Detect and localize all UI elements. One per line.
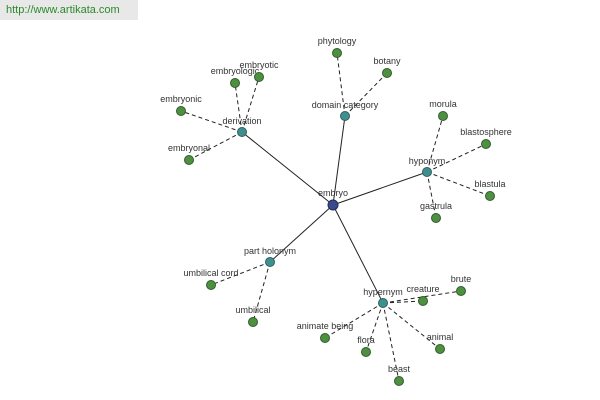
- relation-label: hypernym: [363, 287, 403, 297]
- term-node: [184, 155, 194, 165]
- term-label: blastula: [474, 179, 505, 189]
- term-node: [435, 344, 445, 354]
- edge: [332, 171, 428, 206]
- term-node: [320, 333, 330, 343]
- term-label: beast: [388, 364, 411, 374]
- term-node: [431, 213, 441, 223]
- dashed-edge: [241, 76, 260, 133]
- term-label: blastosphere: [460, 127, 512, 137]
- dashed-edge: [382, 302, 400, 382]
- term-label: animal: [427, 332, 454, 342]
- term-node: [206, 280, 216, 290]
- term-label: phytology: [318, 36, 357, 46]
- dashed-edge: [426, 115, 444, 173]
- dashed-edge: [210, 261, 271, 286]
- term-node: [254, 72, 264, 82]
- term-node: [394, 376, 404, 386]
- dashed-edge: [180, 110, 243, 133]
- term-label: morula: [429, 99, 457, 109]
- term-label: umbilical cord: [183, 268, 238, 278]
- term-label: embryologic: [211, 66, 260, 76]
- term-node: [176, 106, 186, 116]
- edges: [180, 52, 491, 382]
- relation-node: [265, 257, 275, 267]
- term-node: [481, 139, 491, 149]
- dashed-edge: [252, 261, 271, 323]
- dashed-edge: [324, 302, 384, 339]
- term-label: animate being: [297, 321, 354, 331]
- term-node: [418, 296, 428, 306]
- center-label: embryo: [318, 188, 348, 198]
- relation-node: [237, 127, 247, 137]
- dashed-edge: [344, 72, 388, 117]
- dashed-edge: [426, 171, 491, 197]
- relation-node: [378, 298, 388, 308]
- dashed-edge: [382, 290, 462, 304]
- center-node: [327, 199, 339, 211]
- relation-node: [422, 167, 432, 177]
- edge: [269, 204, 334, 263]
- dashed-edge: [426, 143, 487, 173]
- term-label: creature: [406, 284, 439, 294]
- term-label: embryotic: [239, 60, 279, 70]
- dashed-edge: [365, 302, 384, 353]
- term-label: flora: [357, 335, 375, 345]
- term-node: [361, 347, 371, 357]
- term-label: botany: [373, 56, 401, 66]
- dashed-edge: [234, 82, 243, 133]
- term-node: [248, 317, 258, 327]
- term-node: [485, 191, 495, 201]
- dashed-edge: [382, 302, 441, 350]
- term-label: embryonal: [168, 143, 210, 153]
- term-label: gastrula: [420, 201, 452, 211]
- term-label: umbilical: [235, 305, 270, 315]
- edge: [241, 131, 334, 206]
- relation-label: derivation: [222, 116, 261, 126]
- dashed-edge: [188, 131, 243, 161]
- relation-label: part holonym: [244, 246, 296, 256]
- watermark: http://www.artikata.com: [0, 0, 138, 20]
- dashed-edge: [382, 300, 424, 304]
- term-node: [230, 78, 240, 88]
- dashed-edge: [336, 52, 346, 117]
- edge: [332, 115, 346, 206]
- term-node: [456, 286, 466, 296]
- relation-label: domain category: [312, 100, 379, 110]
- term-node: [332, 48, 342, 58]
- term-label: embryonic: [160, 94, 202, 104]
- relation-label: hyponym: [409, 156, 446, 166]
- relation-node: [340, 111, 350, 121]
- edge: [332, 204, 384, 304]
- dashed-edge: [426, 171, 437, 219]
- term-node: [382, 68, 392, 78]
- term-label: brute: [451, 274, 472, 284]
- term-node: [438, 111, 448, 121]
